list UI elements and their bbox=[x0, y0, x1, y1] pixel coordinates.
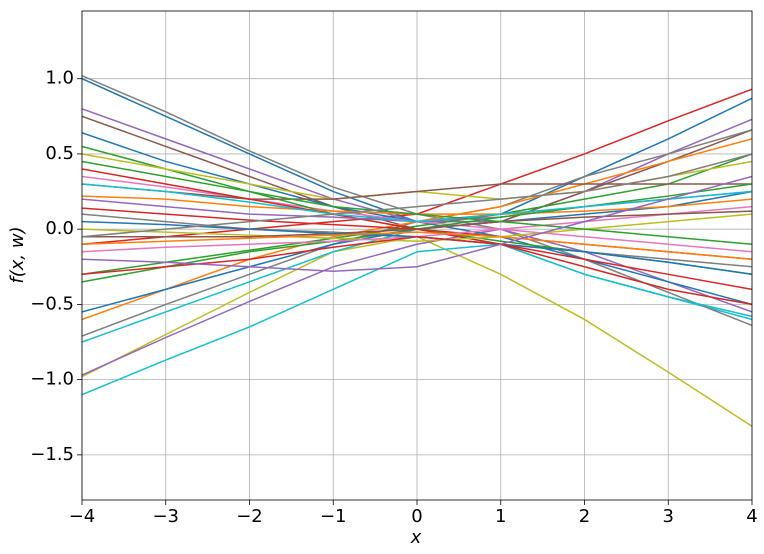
x-tick-label: 2 bbox=[579, 506, 590, 527]
y-tick-label: 0.5 bbox=[45, 143, 74, 164]
x-tick-label: −2 bbox=[236, 506, 263, 527]
line-series bbox=[82, 153, 752, 276]
line-series bbox=[82, 210, 752, 238]
y-tick-label: −1.0 bbox=[30, 369, 74, 390]
line-series bbox=[82, 183, 752, 200]
line-series bbox=[82, 231, 752, 261]
line-series bbox=[82, 160, 752, 245]
line-series bbox=[82, 228, 752, 376]
line-series bbox=[82, 213, 752, 242]
line-series bbox=[82, 153, 752, 238]
y-tick-label: −0.5 bbox=[30, 293, 74, 314]
x-tick-label: −4 bbox=[69, 506, 96, 527]
x-tick-label: −3 bbox=[152, 506, 179, 527]
x-tick-label: 3 bbox=[663, 506, 674, 527]
x-tick-label: 0 bbox=[411, 506, 422, 527]
y-tick-label: 1.0 bbox=[45, 68, 74, 89]
x-axis-label: x bbox=[410, 527, 422, 548]
line-series bbox=[82, 183, 752, 223]
y-tick-label: 0.0 bbox=[45, 218, 74, 239]
x-tick-label: 4 bbox=[746, 506, 757, 527]
plot-frame bbox=[81, 10, 753, 501]
line-series bbox=[82, 175, 752, 273]
x-tick-label: −1 bbox=[320, 506, 347, 527]
y-axis-label: f(x, w) bbox=[7, 226, 28, 283]
x-tick-label: 1 bbox=[495, 506, 506, 527]
y-tick-label: −1.5 bbox=[30, 444, 74, 465]
